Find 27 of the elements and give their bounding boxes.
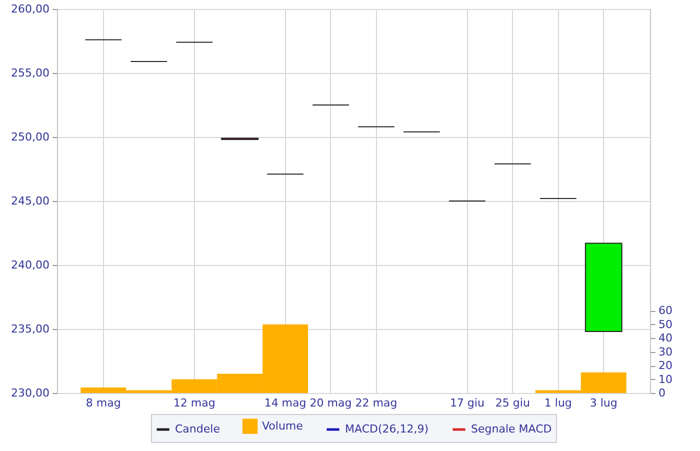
y-tick-label: 250,00 [11,130,50,144]
y2-tick-label: 10 [658,372,672,386]
y2-tick-label: 20 [658,359,672,372]
legend-label: Candele [175,422,220,436]
y2-tick-label: 60 [658,304,672,318]
x-tick-label: 25 giu [495,396,530,410]
y2-tick-label: 30 [658,345,672,358]
x-tick-label: 17 giu [450,396,484,410]
legend-label: Segnale MACD [471,422,552,436]
x-tick-label: 22 mag [355,396,398,410]
y-tick-label: 260,00 [11,2,50,16]
y-tick-label: 235,00 [11,322,50,336]
x-tick-label: 14 mag [264,396,306,410]
x-tick-label: 1 lug [544,396,572,410]
legend-label: MACD(26,12,9) [345,422,429,436]
x-tick-label: 8 mag [86,396,121,410]
legend-label: Volume [262,419,304,432]
x-tick-label: 12 mag [173,396,216,410]
y-tick-label: 255,00 [11,66,50,80]
x-tick-label: 20 mag [310,396,352,410]
y-tick-label: 240,00 [11,258,50,272]
y2-tick-label: 0 [658,386,666,400]
y2-tick-label: 40 [658,332,672,345]
y-tick-label: 230,00 [11,386,50,400]
y2-tick-label: 50 [658,318,672,331]
x-tick-label: 3 lug [590,396,618,410]
y-tick-label: 245,00 [11,194,50,208]
